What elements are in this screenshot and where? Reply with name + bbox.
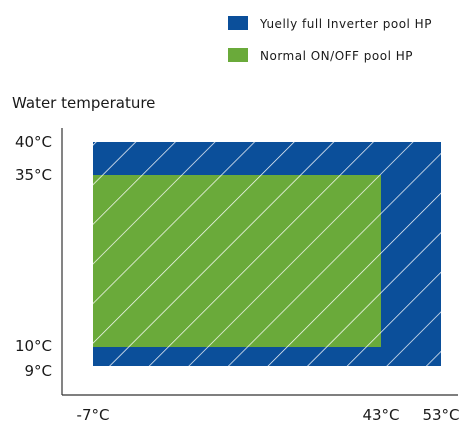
- y-tick-label-2: 35°C: [15, 166, 52, 184]
- y-axis-title: Water temperature: [12, 94, 155, 112]
- y-tick-label-3: 10°C: [15, 337, 52, 355]
- hatch-overlay: [93, 142, 441, 366]
- legend-swatch-1: [228, 16, 248, 30]
- x-tick-label-1: -7°C: [77, 406, 110, 424]
- legend-label-2: Normal ON/OFF pool HP: [260, 49, 413, 63]
- y-tick-label-1: 40°C: [15, 133, 52, 151]
- y-tick-label-4: 9°C: [24, 362, 52, 380]
- x-tick-label-2: 43°C: [362, 406, 399, 424]
- legend-swatch-2: [228, 48, 248, 62]
- x-ticks: -7°C 43°C 53°C: [77, 406, 460, 424]
- y-ticks: 40°C 35°C 10°C 9°C: [15, 133, 52, 380]
- legend-label-1: Yuelly full Inverter pool HP: [259, 17, 432, 31]
- x-tick-label-3: 53°C: [422, 406, 459, 424]
- legend: Yuelly full Inverter pool HP Normal ON/OF…: [228, 16, 432, 63]
